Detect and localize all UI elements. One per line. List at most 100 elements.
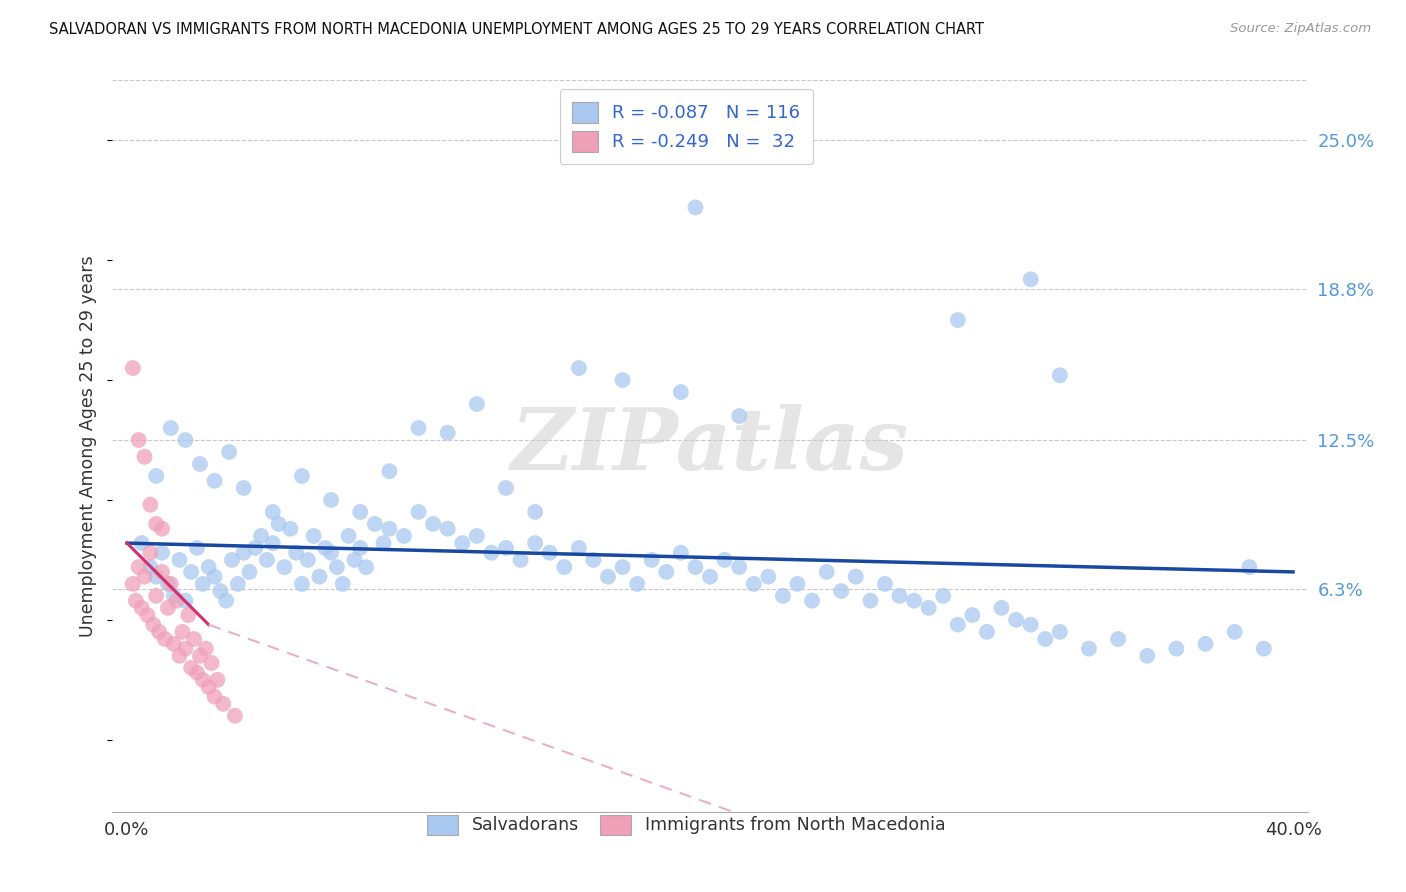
Point [285, 546, 308, 560]
Point [232, 481, 254, 495]
Point [197, 680, 219, 694]
Point [139, 560, 162, 574]
Point [1019, 272, 1042, 286]
Point [465, 397, 488, 411]
Point [131, 600, 153, 615]
Point [209, 584, 232, 599]
Point [177, 608, 200, 623]
Point [1005, 613, 1028, 627]
Point [495, 481, 517, 495]
Point [215, 593, 238, 607]
Point [728, 409, 751, 423]
Point [145, 469, 167, 483]
Point [596, 570, 619, 584]
Point [349, 541, 371, 555]
Y-axis label: Unemployment Among Ages 25 to 29 years: Unemployment Among Ages 25 to 29 years [79, 255, 97, 637]
Point [612, 560, 634, 574]
Point [524, 536, 547, 550]
Point [186, 665, 208, 680]
Point [354, 560, 377, 574]
Point [538, 546, 561, 560]
Point [1107, 632, 1129, 646]
Point [465, 529, 488, 543]
Point [156, 600, 179, 615]
Point [221, 553, 243, 567]
Point [326, 560, 349, 574]
Point [1033, 632, 1056, 646]
Point [669, 546, 692, 560]
Point [174, 641, 197, 656]
Point [159, 577, 181, 591]
Point [291, 469, 314, 483]
Point [218, 445, 240, 459]
Point [128, 560, 150, 574]
Point [408, 505, 430, 519]
Point [174, 593, 197, 607]
Point [873, 577, 896, 591]
Text: SALVADORAN VS IMMIGRANTS FROM NORTH MACEDONIA UNEMPLOYMENT AMONG AGES 25 TO 29 Y: SALVADORAN VS IMMIGRANTS FROM NORTH MACE… [49, 22, 984, 37]
Point [1078, 641, 1101, 656]
Point [150, 546, 173, 560]
Point [332, 577, 354, 591]
Point [142, 617, 165, 632]
Point [772, 589, 794, 603]
Point [626, 577, 648, 591]
Point [191, 577, 214, 591]
Point [436, 522, 458, 536]
Point [524, 505, 547, 519]
Point [1019, 617, 1042, 632]
Point [180, 565, 202, 579]
Point [172, 624, 194, 639]
Point [169, 648, 191, 663]
Point [136, 608, 159, 623]
Point [1049, 368, 1071, 383]
Point [148, 624, 170, 639]
Point [224, 708, 246, 723]
Point [436, 425, 458, 440]
Point [612, 373, 634, 387]
Point [278, 522, 301, 536]
Point [122, 577, 145, 591]
Point [756, 570, 779, 584]
Point [262, 536, 284, 550]
Point [509, 553, 531, 567]
Point [131, 536, 153, 550]
Point [273, 560, 295, 574]
Point [180, 661, 202, 675]
Point [553, 560, 575, 574]
Point [319, 546, 342, 560]
Point [378, 464, 401, 478]
Point [226, 577, 249, 591]
Point [200, 656, 222, 670]
Point [801, 593, 824, 607]
Point [343, 553, 366, 567]
Point [308, 570, 330, 584]
Point [373, 536, 395, 550]
Point [699, 570, 721, 584]
Point [125, 593, 148, 607]
Point [159, 421, 181, 435]
Point [1166, 641, 1188, 656]
Point [1136, 648, 1159, 663]
Point [134, 450, 156, 464]
Point [186, 541, 208, 555]
Point [742, 577, 765, 591]
Point [256, 553, 278, 567]
Point [582, 553, 605, 567]
Point [150, 565, 173, 579]
Point [962, 608, 984, 623]
Point [163, 589, 186, 603]
Point [319, 492, 342, 507]
Point [451, 536, 474, 550]
Point [153, 632, 176, 646]
Point [1239, 560, 1261, 574]
Point [197, 560, 219, 574]
Point [134, 570, 156, 584]
Point [297, 553, 319, 567]
Point [917, 600, 939, 615]
Point [568, 541, 591, 555]
Point [204, 570, 226, 584]
Text: Source: ZipAtlas.com: Source: ZipAtlas.com [1230, 22, 1371, 36]
Point [250, 529, 273, 543]
Point [145, 589, 167, 603]
